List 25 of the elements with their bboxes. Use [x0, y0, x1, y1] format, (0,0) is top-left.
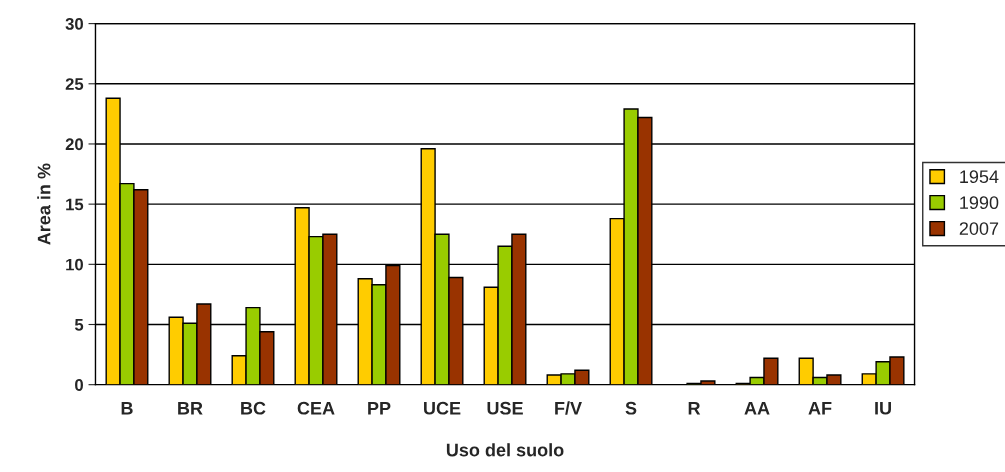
- x-axis-title: Uso del suolo: [446, 443, 564, 457]
- y-tick-label: 0: [75, 379, 83, 391]
- y-tick-label: 30: [65, 18, 83, 30]
- x-tick-label: S: [625, 401, 637, 415]
- legend-label: 2007: [959, 222, 999, 235]
- y-tick-label: 15: [66, 198, 84, 211]
- y-tick-label: 20: [65, 138, 83, 151]
- x-tick-label: BC: [241, 401, 266, 415]
- x-tick-label: IU: [875, 402, 891, 415]
- x-tick-label: PP: [368, 402, 391, 415]
- legend-label: 1954: [960, 170, 999, 184]
- x-tick-label: R: [688, 402, 701, 415]
- y-tick-label: 25: [65, 78, 84, 90]
- x-tick-label: AF: [808, 402, 832, 415]
- x-tick-label: B: [121, 402, 133, 415]
- y-tick-label: 5: [74, 319, 84, 331]
- y-axis-title: Area in %: [37, 163, 51, 245]
- x-tick-label: UCE: [424, 401, 461, 415]
- y-tick-label: 10: [66, 258, 83, 271]
- x-tick-label: AA: [744, 402, 770, 415]
- x-tick-label: USE: [487, 401, 523, 415]
- x-tick-label: CEA: [297, 401, 335, 415]
- x-tick-label: BR: [178, 402, 203, 415]
- legend-label: 1990: [960, 196, 999, 210]
- x-tick-label: F/V: [555, 401, 582, 415]
